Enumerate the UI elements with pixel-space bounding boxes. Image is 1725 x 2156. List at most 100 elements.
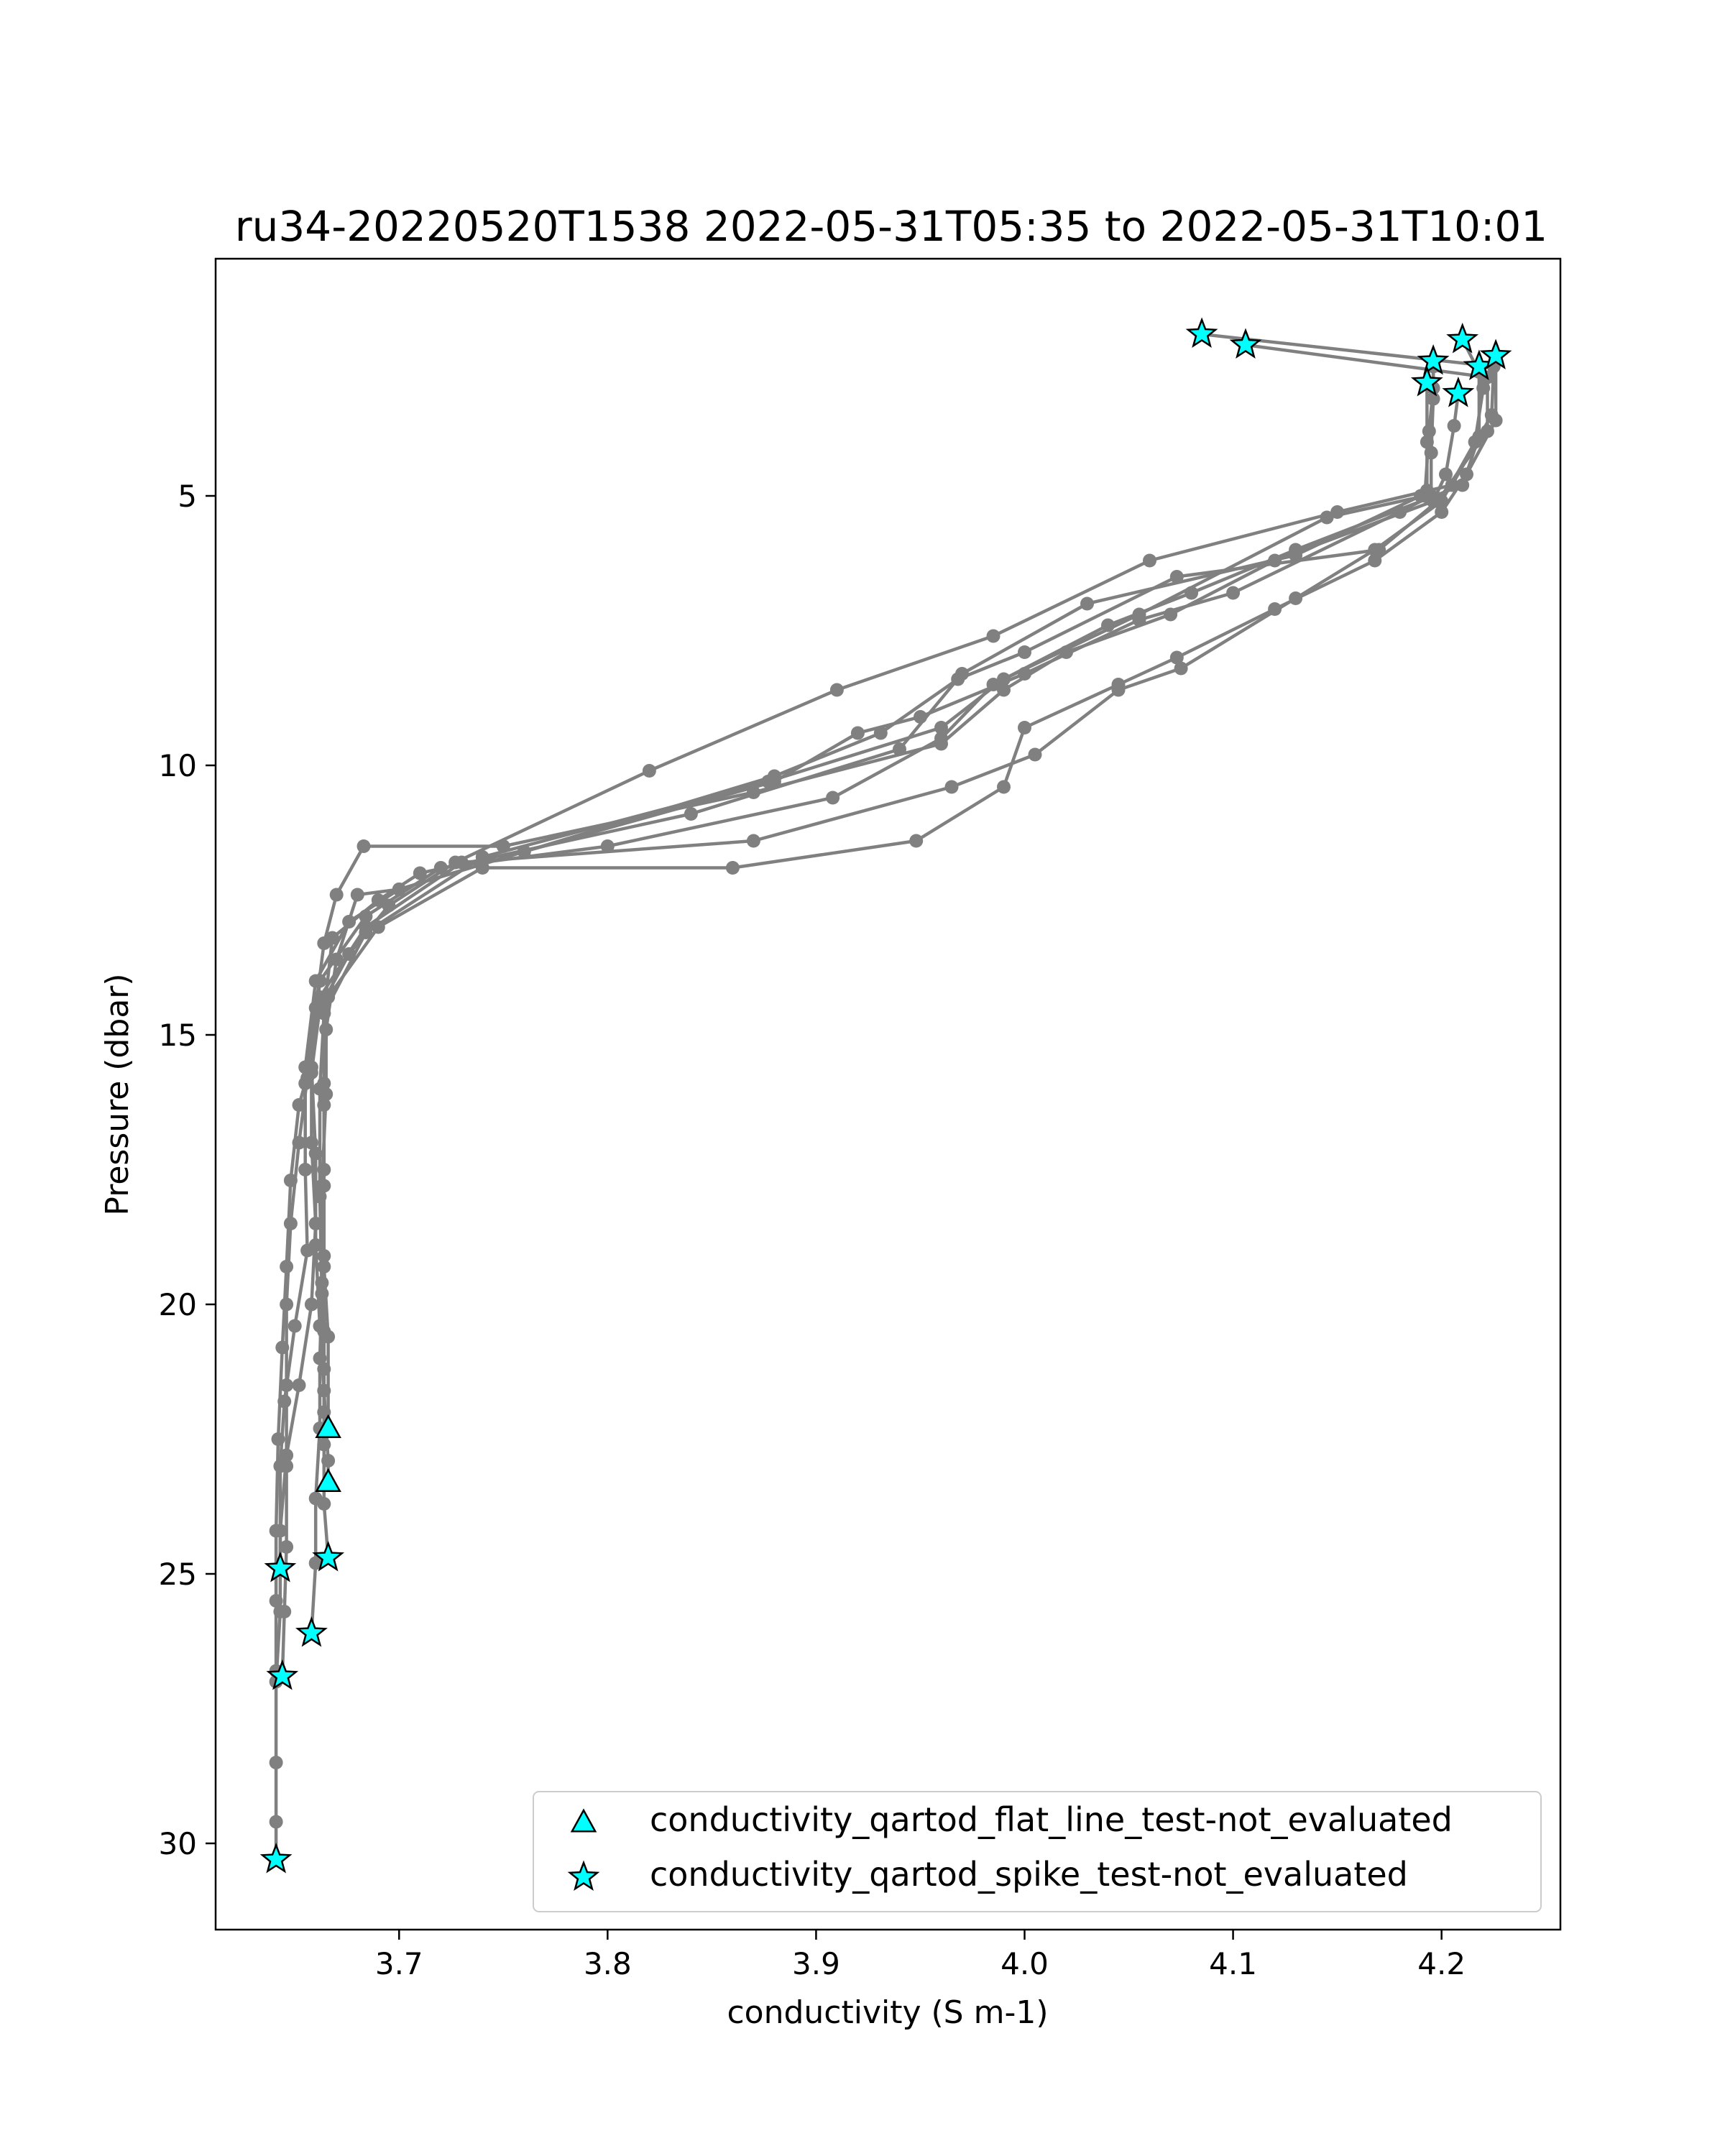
profile-6 (317, 349, 1503, 1565)
y-tick-label: 25 (159, 1557, 197, 1592)
profile-line (322, 382, 1429, 1429)
profile-point (356, 839, 371, 853)
profile-point (317, 936, 331, 950)
profile-point (298, 1163, 313, 1176)
profile-point (517, 844, 531, 859)
legend: conductivity_qartod_flat_line_test-not_e… (533, 1791, 1542, 1912)
profile-point (997, 780, 1011, 794)
profile-point (413, 866, 427, 880)
profile-point (283, 1174, 298, 1187)
profile-point (600, 839, 615, 853)
profile-point (684, 807, 698, 821)
profile-point (317, 1437, 331, 1452)
profile-point (308, 1238, 323, 1252)
spike-flag-marker (259, 1842, 293, 1874)
profile-point (350, 888, 364, 902)
profile-point (642, 764, 656, 778)
profile-point (319, 1023, 334, 1036)
plot-frame (214, 257, 1562, 1931)
spike-flag-marker (1410, 365, 1443, 397)
profile-point (997, 683, 1011, 697)
flat-line-flag-marker (315, 1468, 341, 1492)
profile-point (1320, 510, 1334, 525)
profile-point (955, 667, 969, 681)
profile-point (1439, 467, 1453, 482)
profile-point (1368, 543, 1382, 557)
x-tick-label: 3.8 (584, 1946, 632, 1981)
profile-point (277, 1605, 292, 1618)
spike-flag-marker (1417, 344, 1450, 375)
profile-point (1368, 553, 1382, 568)
profile-point (371, 920, 385, 934)
profile-point (1169, 570, 1184, 584)
profile-point (271, 1432, 285, 1446)
spike-flag-marker (312, 1540, 345, 1572)
spike-flag-marker (264, 1551, 297, 1583)
profile-3 (304, 354, 1440, 1640)
profile-point (1424, 489, 1438, 503)
y-axis-label: Pressure (dbar) (99, 973, 136, 1215)
profile-9 (315, 359, 1440, 1452)
profile-point (829, 683, 844, 697)
profile-point (269, 1524, 283, 1538)
x-tick-label: 3.9 (792, 1946, 840, 1981)
profile-line (310, 361, 1435, 1634)
profile-point (1018, 667, 1031, 681)
profile-point (1435, 505, 1449, 519)
spike-flag-marker (1229, 328, 1262, 359)
profile-point (269, 1756, 283, 1769)
profile-line (320, 367, 1435, 1445)
profile-point (308, 1146, 323, 1161)
profile-point (315, 1179, 329, 1193)
profile-point (944, 780, 959, 794)
profile-point (454, 855, 469, 870)
profile-point (850, 726, 865, 740)
legend-triangle-marker (570, 1808, 597, 1833)
profile-point (934, 721, 948, 734)
profile-point (1184, 586, 1199, 600)
profile-point (280, 1260, 294, 1273)
profile-point (1289, 591, 1303, 605)
profile-point (317, 1249, 331, 1263)
profile-point (1226, 586, 1241, 600)
y-tick-label: 10 (159, 748, 197, 783)
profile-point (315, 1276, 329, 1290)
profile-point (1393, 505, 1407, 519)
profile-line (280, 366, 1485, 1677)
y-axis: 5 10 15 20 25 30 (159, 479, 216, 1861)
y-tick-label: 20 (159, 1287, 197, 1322)
profile-point (1132, 613, 1146, 627)
profile-point (1468, 435, 1482, 449)
profile-point (269, 1815, 283, 1829)
profile-point (934, 737, 948, 751)
profile-point (283, 1217, 298, 1230)
profile-point (280, 1540, 294, 1554)
profile-point (1018, 645, 1031, 659)
profile-point (746, 834, 760, 848)
profile-point (292, 1378, 306, 1392)
profile-point (1447, 419, 1461, 433)
profile-point (1476, 381, 1491, 395)
profile-point (359, 909, 373, 923)
chart-title: ru34-20220520T1538 2022-05-31T05:35 to 2… (235, 202, 1547, 251)
plot-data-layer (259, 317, 1512, 1874)
profile-line (274, 393, 1460, 1671)
profile-5 (304, 333, 1486, 1489)
spike-flag-marker (295, 1616, 328, 1647)
y-tick-label: 30 (159, 1826, 197, 1861)
profile-point (319, 1087, 334, 1101)
profile-point (1143, 553, 1156, 568)
x-axis-label: conductivity (S m-1) (727, 1994, 1048, 2031)
profile-4 (317, 376, 1434, 1435)
spike-flag-marker (1185, 317, 1218, 349)
flat-line-flag-marker (315, 1414, 341, 1438)
profile-point (308, 1001, 323, 1015)
profile-point (317, 1362, 331, 1376)
y-tick-label: 5 (178, 479, 197, 514)
profile-point (371, 893, 385, 907)
profile-point (329, 952, 344, 967)
profile-8 (269, 387, 1466, 1678)
x-tick-label: 4.2 (1417, 1946, 1466, 1981)
profile-point (1268, 553, 1282, 568)
